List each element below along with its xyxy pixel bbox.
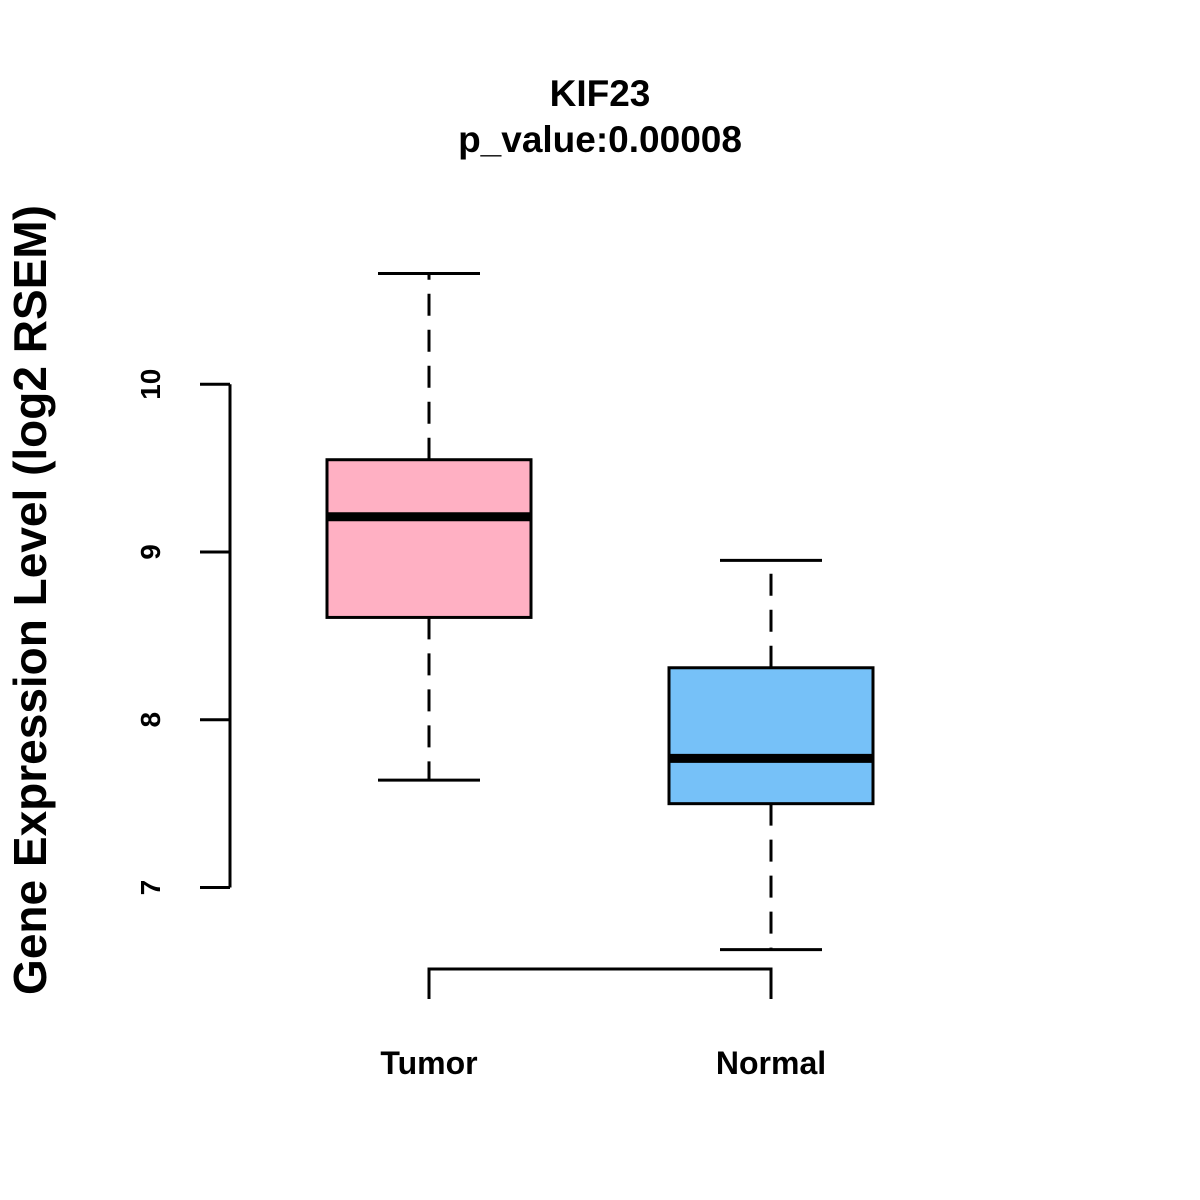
y-tick-label: 9 <box>135 544 166 560</box>
y-tick-label: 10 <box>135 369 166 400</box>
x-category-label: Normal <box>716 1045 826 1081</box>
chart-marks: 7 8 9 10 Tumor Normal <box>135 271 875 1081</box>
y-tick-label: 8 <box>135 712 166 728</box>
x-category-label: Tumor <box>380 1045 477 1081</box>
y-axis-label: Gene Expression Level (log2 RSEM) <box>4 205 56 995</box>
y-tick-label: 7 <box>135 880 166 896</box>
chart-title: KIF23 <box>550 73 651 114</box>
box-normal <box>667 666 875 806</box>
chart-subtitle: p_value:0.00008 <box>458 119 742 160</box>
box-tumor <box>325 458 533 619</box>
comparison-bracket <box>427 967 773 999</box>
